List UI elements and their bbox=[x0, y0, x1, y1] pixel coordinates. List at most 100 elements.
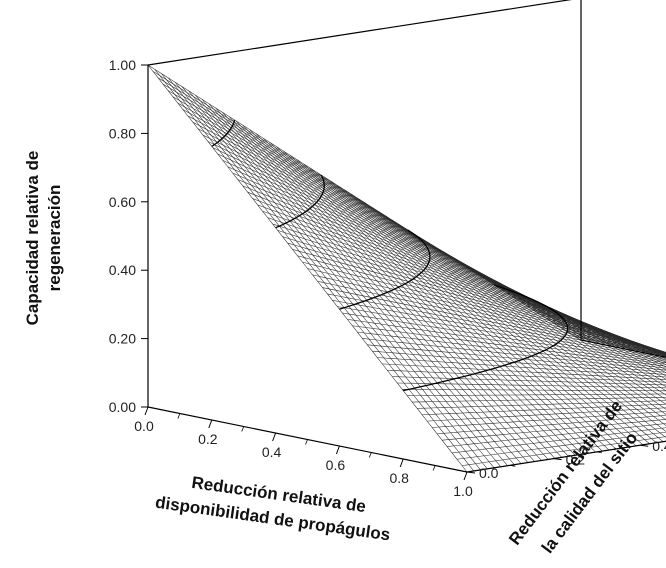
x-tick-label: 0.2 bbox=[198, 431, 218, 447]
mesh-line-y bbox=[296, 159, 617, 450]
mesh-line-y bbox=[526, 305, 666, 353]
surface-mesh bbox=[147, 64, 666, 473]
x-tick-mark bbox=[399, 458, 404, 468]
mesh-line-y bbox=[310, 167, 630, 448]
x-tick-mark bbox=[463, 471, 468, 481]
x-minor-tick bbox=[177, 413, 181, 419]
z-tick-label: 1.00 bbox=[109, 57, 136, 73]
mesh-line-y bbox=[547, 318, 666, 353]
y-tick-mark bbox=[640, 444, 649, 447]
mesh-line-x bbox=[377, 357, 666, 378]
mesh-line-y bbox=[249, 129, 569, 457]
x-tick-label: 0.4 bbox=[262, 444, 282, 460]
mesh-line-y bbox=[195, 94, 515, 465]
y-tick-mark bbox=[553, 458, 562, 461]
y-tick-label: 0.2 bbox=[566, 452, 586, 468]
contour-line bbox=[275, 174, 325, 229]
mesh-line-y bbox=[513, 296, 666, 355]
mesh-line-y bbox=[201, 99, 522, 464]
mesh-line-y bbox=[242, 124, 562, 458]
mesh-line-y bbox=[330, 180, 650, 444]
y-minor-tick bbox=[510, 464, 516, 467]
x-tick-label: 0.0 bbox=[134, 418, 154, 434]
mesh-line-y bbox=[283, 150, 603, 452]
axis-frame bbox=[147, 0, 666, 473]
mesh-line-y bbox=[323, 176, 644, 445]
mesh-line-x bbox=[452, 427, 666, 454]
z-tick-label: 0.20 bbox=[109, 331, 136, 347]
mesh-line-y bbox=[154, 69, 474, 472]
back-top-edge bbox=[147, 0, 572, 66]
mesh-line-y bbox=[357, 197, 666, 432]
mesh-line-y bbox=[506, 292, 666, 355]
contour-line bbox=[211, 119, 236, 147]
mesh-line-y bbox=[262, 137, 583, 455]
mesh-line-x bbox=[267, 217, 666, 353]
mesh-line-y bbox=[567, 331, 666, 356]
mesh-line-y bbox=[161, 73, 481, 471]
mesh-line-x bbox=[292, 249, 666, 354]
mesh-line-y bbox=[364, 202, 666, 426]
mesh-line-y bbox=[228, 116, 549, 460]
mesh-line-y bbox=[168, 77, 488, 470]
x-minor-tick bbox=[368, 452, 372, 458]
y-axis-line bbox=[466, 440, 666, 473]
z-axis-title-line2: regeneración bbox=[45, 185, 64, 292]
mesh-line-y bbox=[560, 326, 666, 355]
y-tick-label: 0.4 bbox=[652, 438, 666, 454]
x-tick-label: 0.6 bbox=[326, 457, 346, 473]
mesh-line-y bbox=[235, 120, 556, 459]
x-minor-tick bbox=[305, 439, 308, 445]
y-minor-tick bbox=[596, 451, 602, 454]
mesh-line-y bbox=[377, 210, 666, 415]
x-tick-mark bbox=[208, 419, 213, 429]
mesh-line-y bbox=[574, 335, 666, 357]
z-tick-label: 0.40 bbox=[109, 262, 136, 278]
x-tick-label: 1.0 bbox=[453, 483, 473, 499]
mesh-line-y bbox=[316, 172, 637, 447]
mesh-line-y bbox=[533, 309, 666, 353]
mesh-line-y bbox=[181, 86, 502, 467]
mesh-line-y bbox=[350, 193, 666, 438]
mesh-line-x bbox=[427, 407, 666, 422]
x-tick-label: 0.8 bbox=[389, 470, 409, 486]
mesh-line-y bbox=[147, 64, 468, 473]
x-minor-tick bbox=[432, 465, 436, 471]
mesh-line-y bbox=[174, 82, 495, 468]
contour-line bbox=[403, 284, 569, 392]
z-axis-title-line1: Capacidad relativa de bbox=[23, 151, 42, 326]
mesh-line-y bbox=[222, 112, 542, 461]
mesh-line-y bbox=[188, 90, 508, 466]
z-tick-label: 0.00 bbox=[109, 399, 136, 415]
mesh-line-y bbox=[344, 189, 664, 442]
mesh-line-y bbox=[540, 313, 666, 353]
mesh-line-y bbox=[276, 146, 596, 453]
z-tick-label: 0.60 bbox=[109, 194, 136, 210]
mesh-line-y bbox=[520, 301, 666, 354]
mesh-line-y bbox=[384, 215, 666, 410]
x-tick-mark bbox=[144, 406, 149, 416]
y-tick-label: 0.0 bbox=[479, 465, 499, 481]
mesh-line-y bbox=[256, 133, 576, 456]
y-tick-mark bbox=[466, 471, 476, 474]
mesh-line-y bbox=[337, 185, 657, 443]
mesh-line-x bbox=[417, 400, 666, 409]
x-tick-mark bbox=[335, 445, 340, 455]
axis-ticks: 0.00 0.20 0.40 0.60 0.80 1.00 0.0 0.2 0.4 0.6 0.8 1… bbox=[109, 57, 666, 499]
y-far-edge bbox=[580, 339, 666, 358]
mesh-line-y bbox=[215, 107, 535, 462]
mesh-line-x bbox=[461, 436, 666, 466]
mesh-line-y bbox=[553, 322, 666, 354]
mesh-line-y bbox=[303, 163, 623, 449]
x-minor-tick bbox=[241, 426, 245, 432]
mesh-line-y bbox=[404, 228, 666, 396]
mesh-line-y bbox=[391, 219, 666, 405]
mesh-line-y bbox=[289, 155, 610, 451]
mesh-line-x bbox=[456, 431, 666, 460]
x-tick-mark bbox=[272, 432, 277, 442]
z-tick-label: 0.80 bbox=[109, 125, 136, 141]
contour-line bbox=[339, 229, 431, 310]
mesh-line-y bbox=[398, 223, 666, 400]
